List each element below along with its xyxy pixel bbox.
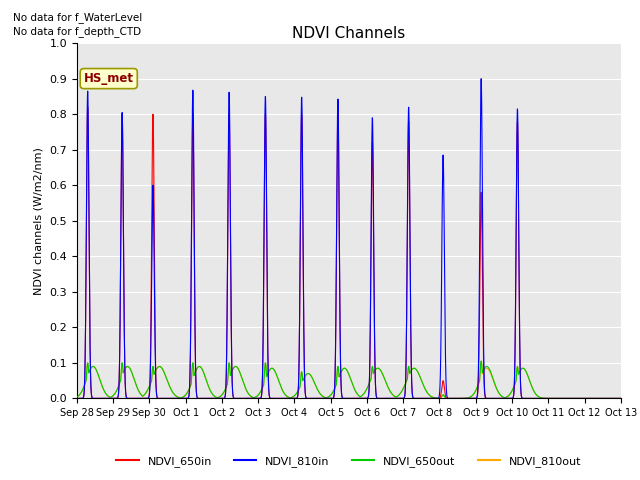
Legend: NDVI_650in, NDVI_810in, NDVI_650out, NDVI_810out: NDVI_650in, NDVI_810in, NDVI_650out, NDV… — [112, 451, 586, 471]
Text: No data for f_depth_CTD: No data for f_depth_CTD — [13, 26, 141, 37]
Text: HS_met: HS_met — [84, 72, 134, 85]
Title: NDVI Channels: NDVI Channels — [292, 25, 405, 41]
Text: No data for f_WaterLevel: No data for f_WaterLevel — [13, 12, 142, 23]
Y-axis label: NDVI channels (W/m2/nm): NDVI channels (W/m2/nm) — [34, 147, 44, 295]
